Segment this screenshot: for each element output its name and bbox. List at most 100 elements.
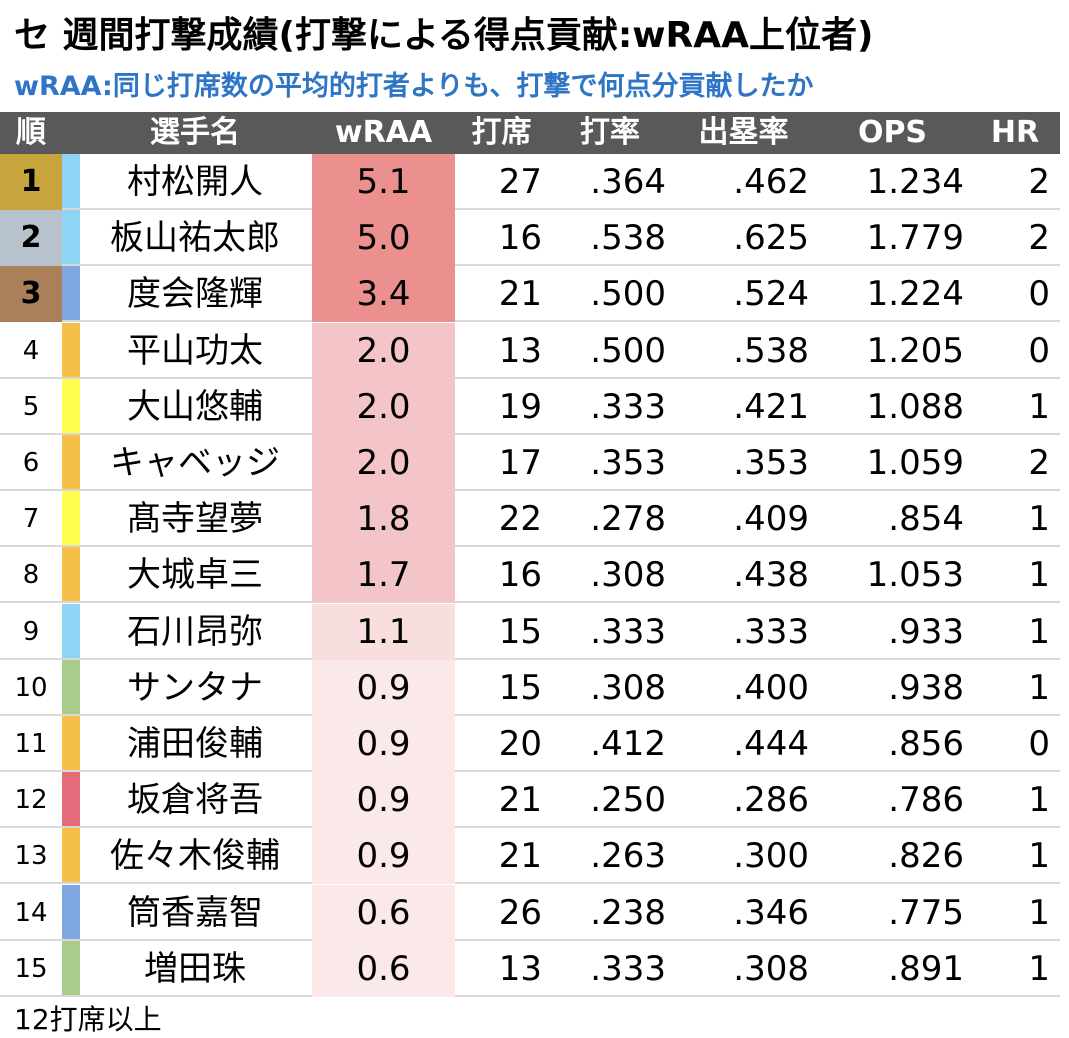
wraa-bg (312, 884, 455, 941)
stat: 1.053 (866, 555, 964, 596)
wraa-bg (312, 659, 455, 716)
rank: 6 (22, 448, 40, 478)
row-line (0, 885, 1060, 941)
stat: 3.4 (356, 274, 411, 315)
team-stripe (62, 772, 80, 827)
stat: 0.6 (356, 892, 411, 933)
team-stripe (62, 884, 80, 939)
stat: 0 (1028, 274, 1050, 315)
row-line (0, 772, 1060, 829)
stat: .346 (733, 892, 809, 933)
stat: .500 (590, 274, 666, 315)
stat: 1 (1028, 499, 1050, 540)
row-line (0, 210, 1060, 267)
stat: 2 (1028, 162, 1050, 202)
stat: 20 (498, 724, 542, 764)
rank: 12 (14, 785, 48, 816)
stat: .333 (590, 386, 666, 427)
stat: 2 (1028, 218, 1050, 259)
stat: 27 (498, 162, 542, 202)
stat: 1 (1028, 780, 1050, 821)
player-name: 浦田俊輔 (127, 724, 263, 764)
player-name: 平山功太 (127, 330, 263, 371)
stat: .538 (733, 330, 809, 371)
stat: 0 (1028, 330, 1050, 371)
player-name: サンタナ (127, 667, 263, 708)
column-header: 打席 (471, 115, 532, 150)
row-line (0, 154, 1060, 210)
stat: .786 (888, 780, 964, 821)
stat: .333 (590, 611, 666, 652)
team-stripe (62, 491, 80, 546)
stat: 5.0 (356, 218, 411, 259)
stat: 1 (1028, 555, 1050, 596)
wraa-bg (312, 603, 455, 660)
rank: 14 (14, 897, 48, 928)
stat: 0.9 (356, 836, 411, 877)
stat: .462 (733, 162, 809, 202)
stat: 1 (1028, 836, 1050, 877)
stat: .333 (590, 948, 666, 989)
row-line (0, 716, 1060, 772)
stat: 0.9 (356, 780, 411, 821)
stat: 1.8 (356, 499, 411, 540)
stat: 16 (498, 555, 542, 596)
stat: 17 (498, 443, 542, 483)
stat: 0 (1028, 724, 1050, 764)
stat: .412 (590, 724, 666, 764)
column-header: HR (990, 115, 1040, 150)
stat: .353 (590, 443, 666, 483)
stat: .250 (590, 780, 666, 821)
column-header: 順 (16, 115, 46, 150)
stat: .826 (888, 836, 964, 877)
stat: 1 (1028, 611, 1050, 652)
column-header: 選手名 (150, 115, 240, 150)
stat: .263 (590, 836, 666, 877)
team-stripe (62, 716, 80, 770)
player-name: 板山祐太郎 (110, 218, 280, 259)
stat: 1 (1028, 892, 1050, 933)
wraa-bg (312, 828, 455, 885)
player-name: 髙寺望夢 (127, 499, 263, 540)
row-line (0, 266, 1060, 323)
stat: 0.9 (356, 724, 411, 764)
stat: 1.088 (866, 386, 964, 427)
stat: .500 (590, 330, 666, 371)
stat: 1 (1028, 667, 1050, 708)
player-name: 大城卓三 (127, 555, 263, 596)
rank: 15 (14, 953, 48, 984)
team-stripe (62, 154, 80, 208)
team-stripe (62, 659, 80, 714)
team-stripe (62, 435, 80, 489)
stat: 2.0 (356, 386, 411, 427)
stat: .308 (590, 555, 666, 596)
rank: 9 (22, 616, 40, 647)
stat: .891 (888, 948, 964, 989)
stat: 1.779 (866, 218, 964, 259)
rank: 3 (0, 266, 62, 323)
wraa-bg (312, 154, 455, 210)
wraa-bg (312, 491, 455, 548)
stat: .238 (590, 892, 666, 933)
wraa-bg (312, 435, 455, 491)
team-stripe (62, 940, 80, 995)
stat: .300 (733, 836, 809, 877)
player-name: 度会隆輝 (127, 274, 263, 315)
stat: 22 (498, 499, 542, 540)
stat: 0.6 (356, 948, 411, 989)
stat: 13 (498, 330, 542, 371)
stat: 5.1 (356, 162, 411, 202)
rank: 11 (14, 729, 48, 759)
row-line (0, 379, 1060, 435)
stat: .353 (733, 443, 809, 483)
stat: .333 (733, 611, 809, 652)
column-header: 打率 (580, 115, 640, 150)
rank: 1 (0, 154, 62, 210)
column-header: OPS (857, 115, 928, 150)
row-line (0, 660, 1060, 716)
player-name: 村松開人 (127, 162, 263, 202)
stat: 21 (498, 780, 542, 821)
stat: 2 (1028, 443, 1050, 483)
rank: 4 (22, 335, 40, 366)
